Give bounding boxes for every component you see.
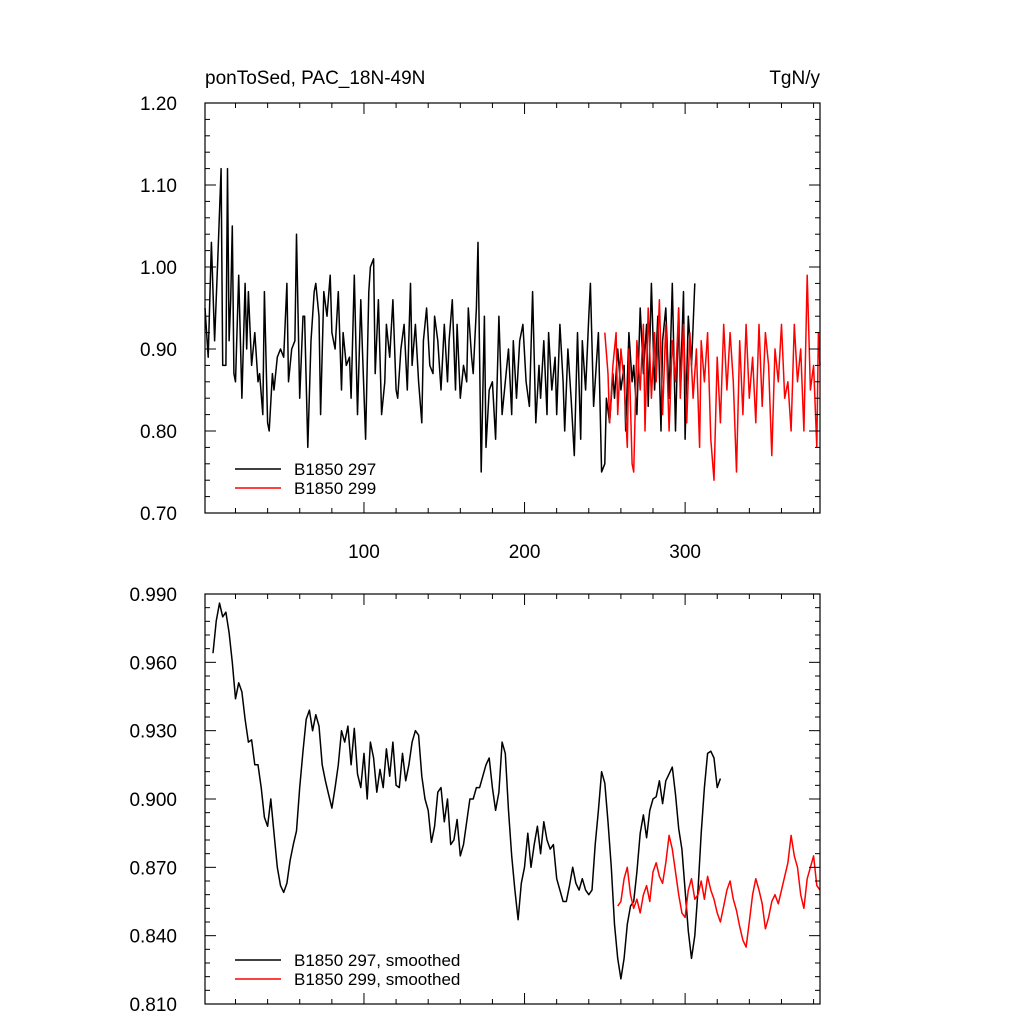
bottom-y-tick-label: 0.810 bbox=[129, 995, 177, 1016]
top-legend-label: B1850 299 bbox=[294, 479, 376, 498]
chart-title-left: ponToSed, PAC_18N-49N bbox=[205, 68, 425, 89]
top-series-299-line bbox=[604, 274, 821, 481]
bottom-legend-label: B1850 297, smoothed bbox=[294, 951, 460, 970]
top-y-tick-label: 0.90 bbox=[140, 340, 177, 361]
top-y-tick-label: 0.80 bbox=[140, 422, 177, 443]
bottom-legend-label: B1850 299, smoothed bbox=[294, 970, 460, 989]
bottom-y-tick-label: 0.870 bbox=[129, 858, 177, 879]
top-y-tick-label: 1.10 bbox=[140, 176, 177, 197]
top-x-tick-label: 200 bbox=[509, 542, 541, 563]
bottom-series-299-line bbox=[617, 834, 821, 948]
top-panel: 0.70 0.80 0.90 1.00 1.10 1.20 100 200 300 B1850 2… bbox=[140, 94, 821, 563]
chart-title-right: TgN/y bbox=[769, 68, 820, 89]
top-y-tick-label: 0.70 bbox=[140, 504, 177, 525]
bottom-y-tick-label: 0.960 bbox=[129, 653, 177, 674]
top-y-tick-label: 1.20 bbox=[140, 94, 177, 115]
bottom-y-tick-label: 0.990 bbox=[129, 585, 177, 606]
bottom-series-297-line bbox=[212, 602, 722, 980]
top-y-tick-label: 1.00 bbox=[140, 258, 177, 279]
bottom-y-tick-label: 0.840 bbox=[129, 927, 177, 948]
bottom-y-tick-label: 0.900 bbox=[129, 790, 177, 811]
top-plot-frame bbox=[204, 102, 821, 514]
top-legend-label: B1850 297 bbox=[294, 460, 376, 479]
bottom-y-tick-label: 0.930 bbox=[129, 722, 177, 743]
bottom-panel: 0.810 0.840 0.870 0.900 0.930 0.960 0.990 B1850… bbox=[129, 585, 821, 1016]
top-x-tick-label: 100 bbox=[348, 542, 380, 563]
top-x-tick-label: 300 bbox=[669, 542, 701, 563]
